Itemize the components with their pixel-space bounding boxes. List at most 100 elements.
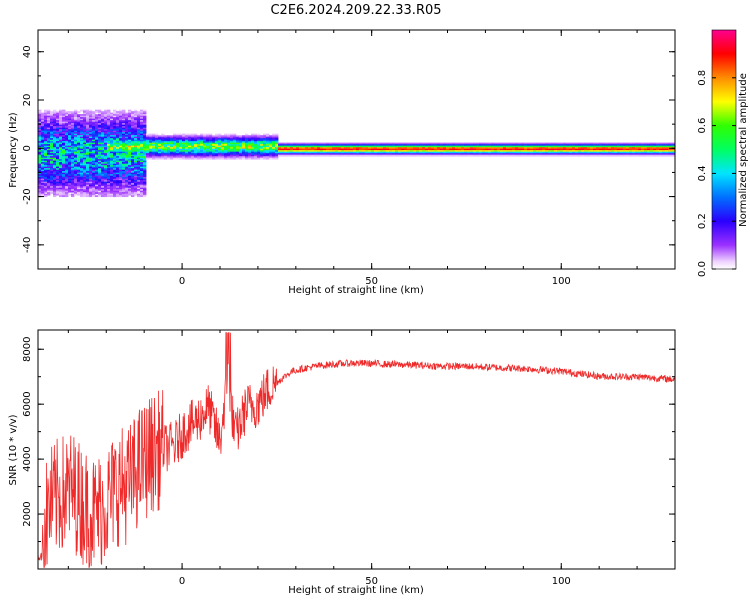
heatmap-cell (59, 153, 63, 156)
heatmap-cell (368, 154, 372, 157)
heatmap-cell (107, 132, 111, 135)
heatmap-cell (113, 157, 117, 160)
heatmap-cell (59, 168, 63, 171)
heatmap-cell (542, 142, 546, 145)
heatmap-cell (62, 147, 66, 150)
heatmap-cell (587, 150, 591, 153)
heatmap-cell (194, 139, 198, 142)
heatmap-cell (536, 150, 540, 153)
heatmap-cell (155, 148, 159, 151)
heatmap-cell (266, 157, 270, 160)
heatmap-cell (665, 142, 669, 145)
heatmap-cell (500, 148, 504, 151)
heatmap-cell (110, 174, 114, 177)
heatmap-cell (332, 142, 336, 145)
heatmap-cell (128, 144, 132, 147)
heatmap-cell (77, 123, 81, 126)
heatmap-cell (236, 147, 240, 150)
heatmap-cell (491, 150, 495, 153)
heatmap-cell (311, 142, 315, 145)
heatmap-cell (50, 120, 54, 123)
heatmap-cell (47, 142, 51, 145)
heatmap-cell (482, 148, 486, 151)
heatmap-cell (209, 133, 213, 136)
heatmap-cell (101, 165, 105, 168)
heatmap-cell (134, 162, 138, 165)
heatmap-cell (50, 123, 54, 126)
heatmap-cell (671, 145, 675, 148)
colorbar-tick-label: 0.4 (697, 165, 708, 181)
heatmap-cell (251, 142, 255, 145)
heatmap-cell (263, 136, 267, 139)
heatmap-cell (179, 145, 183, 148)
heatmap-cell (170, 145, 174, 148)
heatmap-cell (74, 144, 78, 147)
heatmap-cell (71, 189, 75, 192)
heatmap-cell (374, 142, 378, 145)
heatmap-cell (383, 145, 387, 148)
heatmap-cell (251, 154, 255, 157)
heatmap-cell (47, 153, 51, 156)
heatmap-cell (563, 150, 567, 153)
heatmap-cell (77, 127, 81, 130)
heatmap-cell (113, 150, 117, 153)
heatmap-cell (167, 145, 171, 148)
heatmap-cell (77, 168, 81, 171)
heatmap-cell (104, 163, 108, 166)
heatmap-cell (140, 117, 144, 120)
heatmap-cell (86, 157, 90, 160)
heatmap-cell (56, 112, 60, 115)
heatmap-cell (50, 145, 54, 148)
heatmap-cell (116, 181, 120, 184)
colorbar: 0.00.20.40.60.8 Normalized spectral ampl… (697, 29, 749, 277)
heatmap-cell (110, 156, 114, 159)
heatmap-cell (188, 156, 192, 159)
heatmap-cell (38, 189, 42, 192)
heatmap-cell (50, 163, 54, 166)
heatmap-cell (209, 139, 213, 142)
heatmap-cell (65, 135, 69, 138)
heatmap-cell (107, 171, 111, 174)
heatmap-cell (506, 154, 510, 157)
heatmap-cell (101, 123, 105, 126)
heatmap-cell (197, 147, 201, 150)
heatmap-cell (149, 150, 153, 153)
heatmap-cell (476, 151, 480, 154)
heatmap-cell (113, 139, 117, 142)
heatmap-cell (155, 133, 159, 136)
heatmap-cell (563, 144, 567, 147)
heatmap-cell (230, 139, 234, 142)
heatmap-cell (128, 145, 132, 148)
heatmap-cell (197, 144, 201, 147)
heatmap-cell (473, 150, 477, 153)
heatmap-cell (101, 118, 105, 121)
heatmap-cell (443, 147, 447, 150)
heatmap-cell (62, 165, 66, 168)
heatmap-cell (557, 142, 561, 145)
heatmap-cell (44, 163, 48, 166)
heatmap-cell (593, 142, 597, 145)
heatmap-cell (59, 139, 63, 142)
heatmap-cell (143, 127, 147, 130)
heatmap-cell (140, 178, 144, 181)
heatmap-cell (308, 142, 312, 145)
heatmap-cell (356, 145, 360, 148)
heatmap-cell (464, 153, 468, 156)
heatmap-cell (143, 189, 147, 192)
snr-xtick-label: 50 (365, 576, 378, 587)
heatmap-cell (143, 132, 147, 135)
heatmap-cell (116, 156, 120, 159)
heatmap-cell (74, 189, 78, 192)
heatmap-cell (44, 166, 48, 169)
heatmap-cell (98, 111, 102, 114)
heatmap-cell (92, 174, 96, 177)
heatmap-cell (233, 144, 237, 147)
heatmap-cell (428, 148, 432, 151)
heatmap-cell (101, 195, 105, 198)
heatmap-cell (659, 142, 663, 145)
heatmap-cell (53, 190, 57, 193)
heatmap-cell (95, 181, 99, 184)
heatmap-cell (566, 144, 570, 147)
heatmap-cell (518, 145, 522, 148)
heatmap-cell (113, 111, 117, 114)
